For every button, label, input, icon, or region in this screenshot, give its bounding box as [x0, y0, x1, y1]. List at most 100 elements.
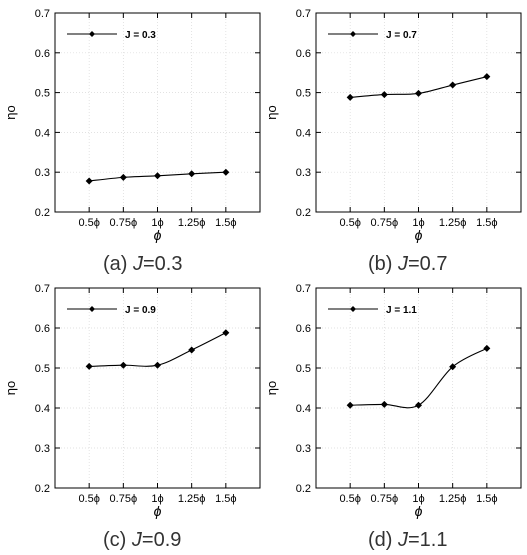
x-tick-label: 1.5ϕ — [476, 217, 497, 229]
y-tick-label: 0.2 — [296, 207, 311, 219]
caption-value: =0.3 — [143, 253, 182, 275]
data-point — [154, 172, 161, 180]
y-tick-label: 0.7 — [296, 283, 311, 295]
x-tick-label: 1ϕ — [151, 217, 163, 229]
y-tick-label: 0.5 — [35, 88, 50, 100]
y-tick-label: 0.5 — [35, 363, 50, 375]
legend-marker — [350, 31, 356, 37]
x-tick-label: 0.75ϕ — [110, 493, 138, 505]
x-tick-label: 1.5ϕ — [215, 493, 236, 505]
panel-caption: (b) J=0.7 — [368, 253, 447, 275]
caption-variable: J — [397, 253, 409, 275]
data-point — [188, 170, 196, 178]
x-axis-label: ϕ — [154, 227, 162, 243]
y-tick-label: 0.7 — [35, 283, 50, 295]
y-tick-label: 0.3 — [296, 167, 311, 179]
data-point — [415, 89, 422, 97]
y-tick-label: 0.2 — [296, 483, 311, 495]
caption-value: =1.1 — [408, 529, 447, 551]
caption-value: =0.7 — [408, 253, 447, 275]
data-point — [85, 177, 93, 185]
caption-label: (b) — [368, 253, 398, 275]
x-tick-label: 0.75ϕ — [371, 493, 399, 505]
x-axis-label: ϕ — [415, 503, 423, 519]
panel-caption: (d) J=1.1 — [368, 529, 447, 551]
caption-label: (a) — [103, 253, 133, 275]
y-tick-label: 0.3 — [35, 443, 50, 455]
chart-panel-d: 0.2 0.3 0.4 0.5 0.6 0.7 0.5ϕ 0.75ϕ 1ϕ 1.25ϕ 1.5ϕ ϕ η… — [264, 283, 522, 551]
series-line — [89, 332, 227, 367]
legend-marker — [89, 306, 95, 312]
y-axis-label: ηo — [3, 105, 18, 119]
y-tick-label: 0.5 — [296, 88, 311, 100]
x-tick-label: 1ϕ — [412, 493, 424, 505]
x-axis-label: ϕ — [154, 503, 162, 519]
data-point — [483, 344, 491, 352]
data-point — [154, 361, 161, 369]
caption-label: (d) — [368, 529, 398, 551]
x-tick-label: 1.5ϕ — [215, 217, 236, 229]
data-point — [85, 362, 93, 370]
y-tick-label: 0.6 — [35, 48, 50, 60]
data-point — [483, 73, 491, 81]
x-tick-label: 0.5ϕ — [339, 493, 360, 505]
data-point — [449, 81, 457, 89]
data-point — [415, 401, 422, 409]
y-tick-label: 0.7 — [35, 8, 50, 20]
caption-variable: J — [397, 529, 409, 551]
chart-panel-c: 0.2 0.3 0.4 0.5 0.6 0.7 0.5ϕ 0.75ϕ 1ϕ 1.25ϕ 1.5ϕ ϕ η… — [3, 283, 261, 551]
y-axis-label: ηo — [264, 105, 279, 119]
x-tick-label: 0.75ϕ — [371, 217, 399, 229]
caption-variable: J — [132, 253, 144, 275]
y-tick-label: 0.7 — [296, 8, 311, 20]
x-tick-label: 1.25ϕ — [178, 493, 206, 505]
legend-marker — [89, 31, 95, 37]
x-axis-label: ϕ — [415, 227, 423, 243]
legend-label: J = 0.7 — [386, 30, 417, 41]
caption-value: =0.9 — [142, 529, 181, 551]
panel-caption: (a) J=0.3 — [103, 253, 182, 275]
x-tick-label: 0.5ϕ — [339, 217, 360, 229]
legend-label: J = 0.3 — [125, 30, 156, 41]
x-tick-label: 1.5ϕ — [476, 493, 497, 505]
data-point — [346, 401, 354, 409]
data-point — [380, 91, 388, 99]
y-axis-label: ηo — [3, 381, 18, 395]
data-point — [222, 168, 230, 176]
x-tick-label: 0.5ϕ — [78, 493, 99, 505]
y-tick-label: 0.2 — [35, 483, 50, 495]
data-point — [119, 361, 127, 369]
x-tick-label: 0.5ϕ — [78, 217, 99, 229]
caption-label: (c) — [103, 529, 132, 551]
y-tick-label: 0.2 — [35, 207, 50, 219]
data-point — [119, 173, 127, 181]
y-tick-label: 0.6 — [296, 323, 311, 335]
data-point — [346, 93, 354, 101]
y-tick-label: 0.3 — [296, 443, 311, 455]
y-tick-label: 0.4 — [296, 127, 311, 139]
legend-label: J = 0.9 — [125, 305, 156, 316]
y-tick-label: 0.4 — [296, 403, 311, 415]
data-point — [380, 400, 388, 408]
chart-panel-b: 0.2 0.3 0.4 0.5 0.6 0.7 0.5ϕ 0.75ϕ 1ϕ 1.25ϕ 1.5ϕ ϕ η… — [264, 8, 522, 275]
x-tick-label: 1.25ϕ — [439, 493, 467, 505]
y-axis-label: ηo — [264, 381, 279, 395]
x-tick-label: 1ϕ — [151, 493, 163, 505]
x-tick-label: 1.25ϕ — [178, 217, 206, 229]
y-tick-label: 0.3 — [35, 167, 50, 179]
data-point — [188, 346, 196, 354]
y-tick-label: 0.6 — [35, 323, 50, 335]
caption-variable: J — [131, 529, 143, 551]
data-point — [449, 363, 457, 371]
x-tick-label: 1.25ϕ — [439, 217, 467, 229]
x-tick-label: 0.75ϕ — [110, 217, 138, 229]
legend-label: J = 1.1 — [386, 305, 417, 316]
y-tick-label: 0.5 — [296, 363, 311, 375]
x-tick-label: 1ϕ — [412, 217, 424, 229]
chart-panel-a: 0.2 0.3 0.4 0.5 0.6 0.7 0.5ϕ 0.75ϕ 1ϕ 1.25ϕ 1.5ϕ ϕ η… — [3, 8, 261, 275]
panel-caption: (c) J=0.9 — [103, 529, 181, 551]
legend-marker — [350, 306, 356, 312]
data-point — [222, 329, 230, 337]
y-tick-label: 0.6 — [296, 48, 311, 60]
